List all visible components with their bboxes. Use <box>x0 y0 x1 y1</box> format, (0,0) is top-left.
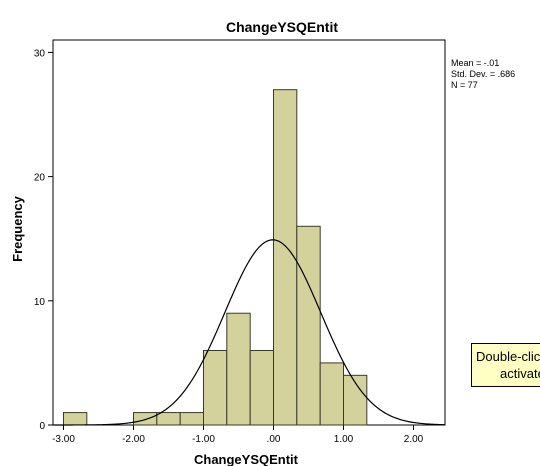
histogram-bar <box>63 412 88 426</box>
histogram-bar <box>319 362 345 426</box>
stats-std-dev: Std. Dev. = .686 <box>451 69 516 79</box>
x-tick-label: 1.00 <box>334 434 354 445</box>
x-tick-label: -1.00 <box>192 434 215 445</box>
histogram-bar <box>156 412 181 426</box>
histogram-bar <box>273 89 298 426</box>
histogram-bar <box>296 225 321 426</box>
y-tick-label: 0 <box>39 421 45 432</box>
activation-tooltip[interactable]: Double-click activate <box>471 343 540 387</box>
x-tick-label: .00 <box>267 434 281 445</box>
x-axis-label: ChangeYSQEntit <box>194 452 299 466</box>
stats-legend: Mean = -.01 Std. Dev. = .686 N = 77 <box>451 58 515 91</box>
tooltip-line-2: activate <box>500 366 540 381</box>
y-tick-label: 10 <box>34 297 46 308</box>
histogram-bar <box>133 412 158 426</box>
stats-mean: Mean = -.01 <box>451 58 500 68</box>
histogram-bar <box>343 374 368 426</box>
normal-curve <box>53 239 446 426</box>
histogram-bar <box>226 312 251 426</box>
histogram-bar <box>203 349 228 426</box>
stats-n: N = 77 <box>451 80 478 90</box>
tooltip-line-1: Double-click <box>476 349 540 364</box>
histogram-bar <box>179 412 205 426</box>
y-tick-label: 20 <box>34 173 46 184</box>
y-tick-label: 30 <box>34 48 46 59</box>
chart-title: ChangeYSQEntit <box>226 19 338 35</box>
y-axis-label: Frequency <box>10 195 25 262</box>
x-tick-label: 2.00 <box>404 434 424 445</box>
x-tick-label: -2.00 <box>122 434 145 445</box>
x-tick-label: -3.00 <box>52 434 75 445</box>
histogram-bar <box>249 349 275 426</box>
